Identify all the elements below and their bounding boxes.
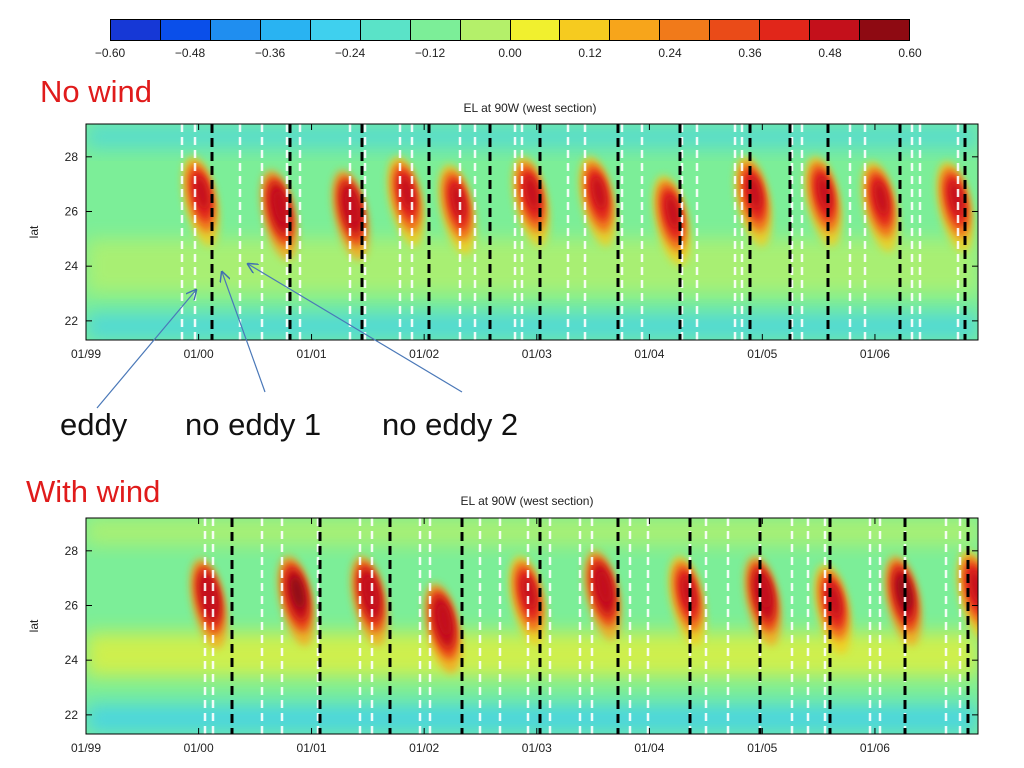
annotation-eddy: eddy	[60, 407, 128, 442]
plot-frame	[85, 517, 979, 735]
x-tick-label: 01/06	[860, 741, 890, 755]
y-axis-label: lat	[27, 225, 41, 238]
eddy-blob	[509, 555, 547, 646]
y-axis-label: lat	[27, 619, 41, 632]
colorbar-swatch	[310, 20, 361, 40]
y-tick-label: 24	[65, 259, 79, 273]
eddy-blob	[734, 156, 772, 247]
eddy-blob	[744, 555, 782, 646]
x-tick-label: 01/01	[297, 347, 327, 361]
annotation-no-eddy-2: no eddy 2	[382, 407, 519, 442]
no-wind-label: No wind	[40, 74, 152, 109]
x-tick-label: 01/05	[747, 347, 777, 361]
colorbar-swatch	[760, 20, 811, 40]
y-tick-label: 22	[65, 314, 79, 328]
eddy-blob	[884, 555, 922, 646]
eddy-blob	[277, 555, 315, 646]
colorbar-swatch	[160, 20, 211, 40]
x-tick-label: 01/00	[184, 347, 214, 361]
colorbar-swatch	[810, 20, 861, 40]
colorbar-tick-label: 0.24	[658, 46, 682, 60]
x-tick-label: 01/02	[409, 741, 439, 755]
colorbar-swatch	[560, 20, 611, 40]
heatmap-band	[86, 238, 978, 294]
colorbar-tick-label: 0.36	[738, 46, 762, 60]
x-tick-label: 01/03	[522, 347, 552, 361]
annotation-no-eddy-1: no eddy 1	[185, 407, 322, 442]
y-tick-label: 26	[65, 598, 79, 612]
x-tick-label: 01/03	[522, 741, 552, 755]
colorbar-tick-label: −0.12	[414, 46, 446, 60]
eddy-blob	[861, 161, 899, 252]
colorbar-tick-label: 0.00	[498, 46, 522, 60]
eddy-blob	[182, 156, 220, 247]
colorbar-tick-label: 0.48	[818, 46, 842, 60]
colorbar-tick-labels: −0.60 −0.48 −0.36 −0.24 −0.12 0.00 0.12 0.24 0.3…	[0, 46, 1024, 62]
eddy-blob	[668, 555, 706, 646]
x-tick-label: 01/04	[634, 741, 664, 755]
eddy-blob	[804, 156, 842, 247]
heatmap-band	[86, 703, 978, 734]
x-tick-label: 01/99	[71, 741, 101, 755]
colorbar-swatch	[660, 20, 711, 40]
y-tick-label: 28	[65, 544, 79, 558]
with-wind-label: With wind	[26, 474, 161, 509]
x-tick-label: 01/02	[409, 347, 439, 361]
x-tick-label: 01/99	[71, 347, 101, 361]
heatmap-band	[86, 312, 978, 340]
chart-title-no-wind: EL at 90W (west section)	[463, 101, 597, 115]
y-tick-label: 22	[65, 708, 79, 722]
colorbar-swatch	[710, 20, 761, 40]
eddy-blob	[351, 555, 388, 646]
chart-no-wind: 22 24 26 28 lat 01/99 01/00 01/01 01/02 01/03 01/0…	[27, 123, 979, 361]
y-tick-label: 24	[65, 653, 79, 667]
x-tick-label: 01/05	[747, 741, 777, 755]
colorbar	[110, 19, 910, 41]
x-tick-label: 01/06	[860, 347, 890, 361]
colorbar-swatch	[460, 20, 511, 40]
y-tick-label: 28	[65, 150, 79, 164]
colorbar-swatch	[410, 20, 461, 40]
plot-frame	[85, 123, 979, 341]
chart-with-wind: 22 24 26 28 lat 01/99 01/00 01/01 01/02 01/03 01/0…	[27, 517, 979, 755]
eddy-blob	[424, 583, 462, 674]
colorbar-tick-label: −0.36	[254, 46, 286, 60]
heatmap-band	[86, 518, 978, 546]
eddy-blob	[438, 164, 476, 255]
chart-title-with-wind: EL at 90W (west section)	[460, 494, 594, 508]
x-tick-label: 01/00	[184, 741, 214, 755]
colorbar-tick-label: −0.48	[174, 46, 206, 60]
colorbar-swatch	[360, 20, 411, 40]
y-tick-label: 26	[65, 204, 79, 218]
colorbar-tick-label: 0.60	[898, 46, 922, 60]
eddy-blob	[387, 156, 425, 247]
colorbar-tick-label: 0.12	[578, 46, 602, 60]
colorbar-swatch	[210, 20, 261, 40]
x-tick-label: 01/04	[634, 347, 664, 361]
eddy-blob	[584, 550, 622, 641]
colorbar-tick-label: −0.60	[94, 46, 126, 60]
colorbar-swatch	[111, 20, 161, 40]
heatmap-band	[86, 124, 978, 149]
colorbar-swatch	[860, 20, 909, 40]
colorbar-tick-label: −0.24	[334, 46, 366, 60]
colorbar-swatch	[260, 20, 311, 40]
eddy-blob	[579, 156, 617, 247]
colorbar-swatch	[610, 20, 661, 40]
colorbar-swatch	[510, 20, 561, 40]
x-tick-label: 01/01	[297, 741, 327, 755]
